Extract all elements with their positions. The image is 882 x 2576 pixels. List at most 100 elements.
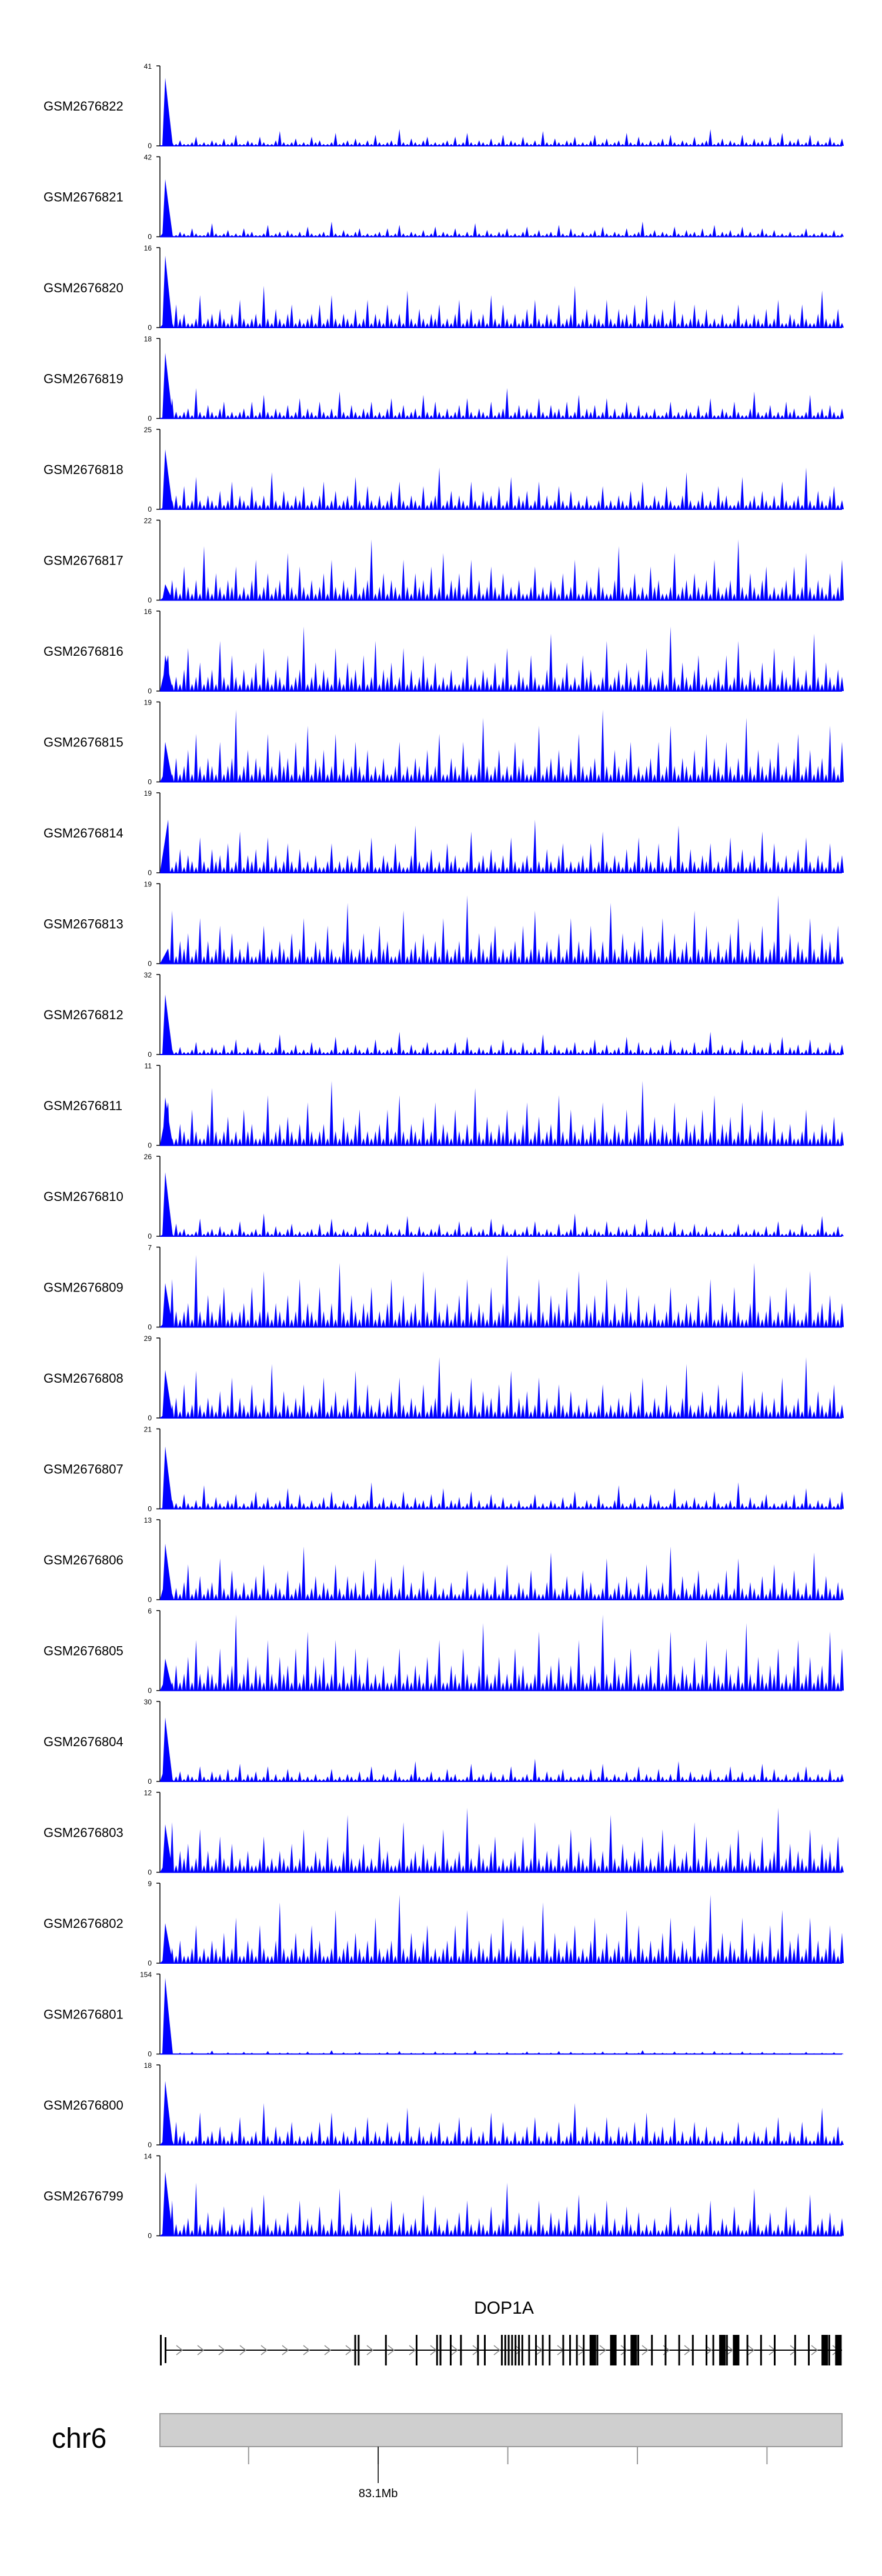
track-label: GSM2676818 (44, 462, 123, 477)
gene-exon (436, 2335, 438, 2365)
strand-chevron (176, 2345, 183, 2355)
track-GSM2676807: GSM2676807 21 0 (44, 1426, 844, 1513)
track-GSM2676799: GSM2676799 14 0 (44, 2153, 844, 2240)
strand-chevron (324, 2345, 332, 2355)
track-GSM2676810: GSM2676810 26 0 (44, 1153, 844, 1240)
strand-chevron (747, 2345, 755, 2355)
track-ymin-label: 0 (148, 1868, 152, 1877)
gene-exon (712, 2335, 714, 2365)
track-GSM2676804: GSM2676804 30 0 (44, 1698, 844, 1786)
gene-exon (569, 2335, 571, 2365)
track-signal (160, 709, 844, 782)
track-peak (162, 1923, 173, 1963)
track-label: GSM2676802 (44, 1916, 123, 1931)
gene-exon (542, 2335, 544, 2365)
track-signal (160, 2050, 844, 2054)
track-peak (162, 2171, 173, 2236)
track-ymax-label: 11 (145, 1062, 152, 1070)
track-peak (162, 255, 173, 328)
gene-exon (518, 2335, 520, 2365)
gene-exon (583, 2335, 585, 2365)
gene-exon (354, 2335, 356, 2365)
track-ymax-label: 7 (148, 1244, 152, 1252)
strand-chevron (684, 2345, 691, 2355)
track-peak (162, 1370, 173, 1418)
chromosome-band (159, 2413, 843, 2447)
track-ymax-label: 25 (144, 426, 152, 434)
track-peak (162, 1172, 173, 1236)
track-ymax-label: 30 (144, 1698, 152, 1706)
track-GSM2676814: GSM2676814 19 0 (44, 789, 844, 877)
gene-exon-coding (835, 2335, 842, 2365)
ideogram-tick-label: 83.1Mb (359, 2487, 398, 2500)
track-signal (160, 1080, 844, 1146)
track-peak (162, 1659, 173, 1691)
track-GSM2676808: GSM2676808 29 0 (44, 1334, 844, 1422)
track-peak (162, 1543, 173, 1600)
track-GSM2676803: GSM2676803 12 0 (44, 1789, 844, 1877)
track-GSM2676809: GSM2676809 7 0 (44, 1244, 844, 1332)
strand-chevron (790, 2345, 797, 2355)
track-GSM2676802: GSM2676802 9 0 (44, 1880, 844, 1967)
gene-exon (528, 2335, 530, 2365)
track-ymin-label: 0 (148, 323, 152, 332)
gene-exon (439, 2335, 442, 2365)
gene-exon-coding (821, 2335, 828, 2365)
track-ymin-label: 0 (148, 1959, 152, 1967)
track-signal (160, 1807, 844, 1873)
track-GSM2676811: GSM2676811 11 0 (44, 1062, 844, 1150)
track-label: GSM2676822 (44, 99, 123, 114)
gene-exon (774, 2335, 776, 2365)
track-GSM2676818: GSM2676818 25 0 (44, 426, 844, 513)
track-signal (160, 1357, 844, 1418)
track-label: GSM2676808 (44, 1371, 123, 1386)
ideogram-ticks (248, 2447, 768, 2483)
track-label: GSM2676814 (44, 826, 123, 840)
track-ymin-label: 0 (148, 1232, 152, 1240)
strand-chevron (197, 2345, 205, 2355)
gene-exon (504, 2335, 506, 2365)
gene-exon (651, 2335, 653, 2365)
track-ymax-label: 18 (144, 335, 152, 343)
track-signal (160, 467, 844, 509)
track-signal (160, 895, 844, 964)
track-ymax-label: 19 (144, 789, 152, 798)
track-ymax-label: 22 (144, 517, 152, 525)
gene-exon (596, 2335, 599, 2365)
track-ymin-label: 0 (148, 1777, 152, 1786)
gene-exon (706, 2335, 707, 2365)
track-label: GSM2676799 (44, 2189, 123, 2204)
track-ymin-label: 0 (148, 1050, 152, 1059)
gene-exon (760, 2335, 762, 2365)
track-ymax-label: 19 (144, 699, 152, 707)
track-GSM2676815: GSM2676815 19 0 (44, 699, 844, 786)
strand-chevron (260, 2345, 268, 2355)
chromosome-label: chr6 (52, 2423, 106, 2454)
track-ymax-label: 154 (140, 1971, 152, 1979)
track-signal (160, 285, 844, 328)
track-ymin-label: 0 (148, 596, 152, 605)
track-peak (162, 1824, 173, 1873)
track-GSM2676801: GSM2676801 154 0 (44, 1971, 844, 2058)
gene-exon (576, 2335, 578, 2365)
gene-exon (511, 2335, 513, 2365)
track-label: GSM2676803 (44, 1826, 123, 1840)
gene-exon (678, 2335, 680, 2365)
track-ymin-label: 0 (148, 2232, 152, 2240)
track-signal (160, 1894, 844, 1963)
gene-exon-coding (719, 2335, 726, 2365)
track-peak (162, 1283, 173, 1327)
strand-chevron (705, 2345, 713, 2355)
track-GSM2676813: GSM2676813 19 0 (44, 880, 844, 968)
track-ymax-label: 32 (144, 971, 152, 979)
gene-exon (501, 2335, 503, 2365)
track-peak (162, 78, 173, 146)
track-label: GSM2676809 (44, 1280, 123, 1295)
track-signal (160, 221, 844, 237)
track-ymax-label: 6 (148, 1607, 152, 1616)
track-label: GSM2676819 (44, 372, 123, 386)
gene-exon (385, 2335, 387, 2365)
track-GSM2676819: GSM2676819 18 0 (44, 335, 844, 423)
gene-exon (477, 2335, 479, 2365)
